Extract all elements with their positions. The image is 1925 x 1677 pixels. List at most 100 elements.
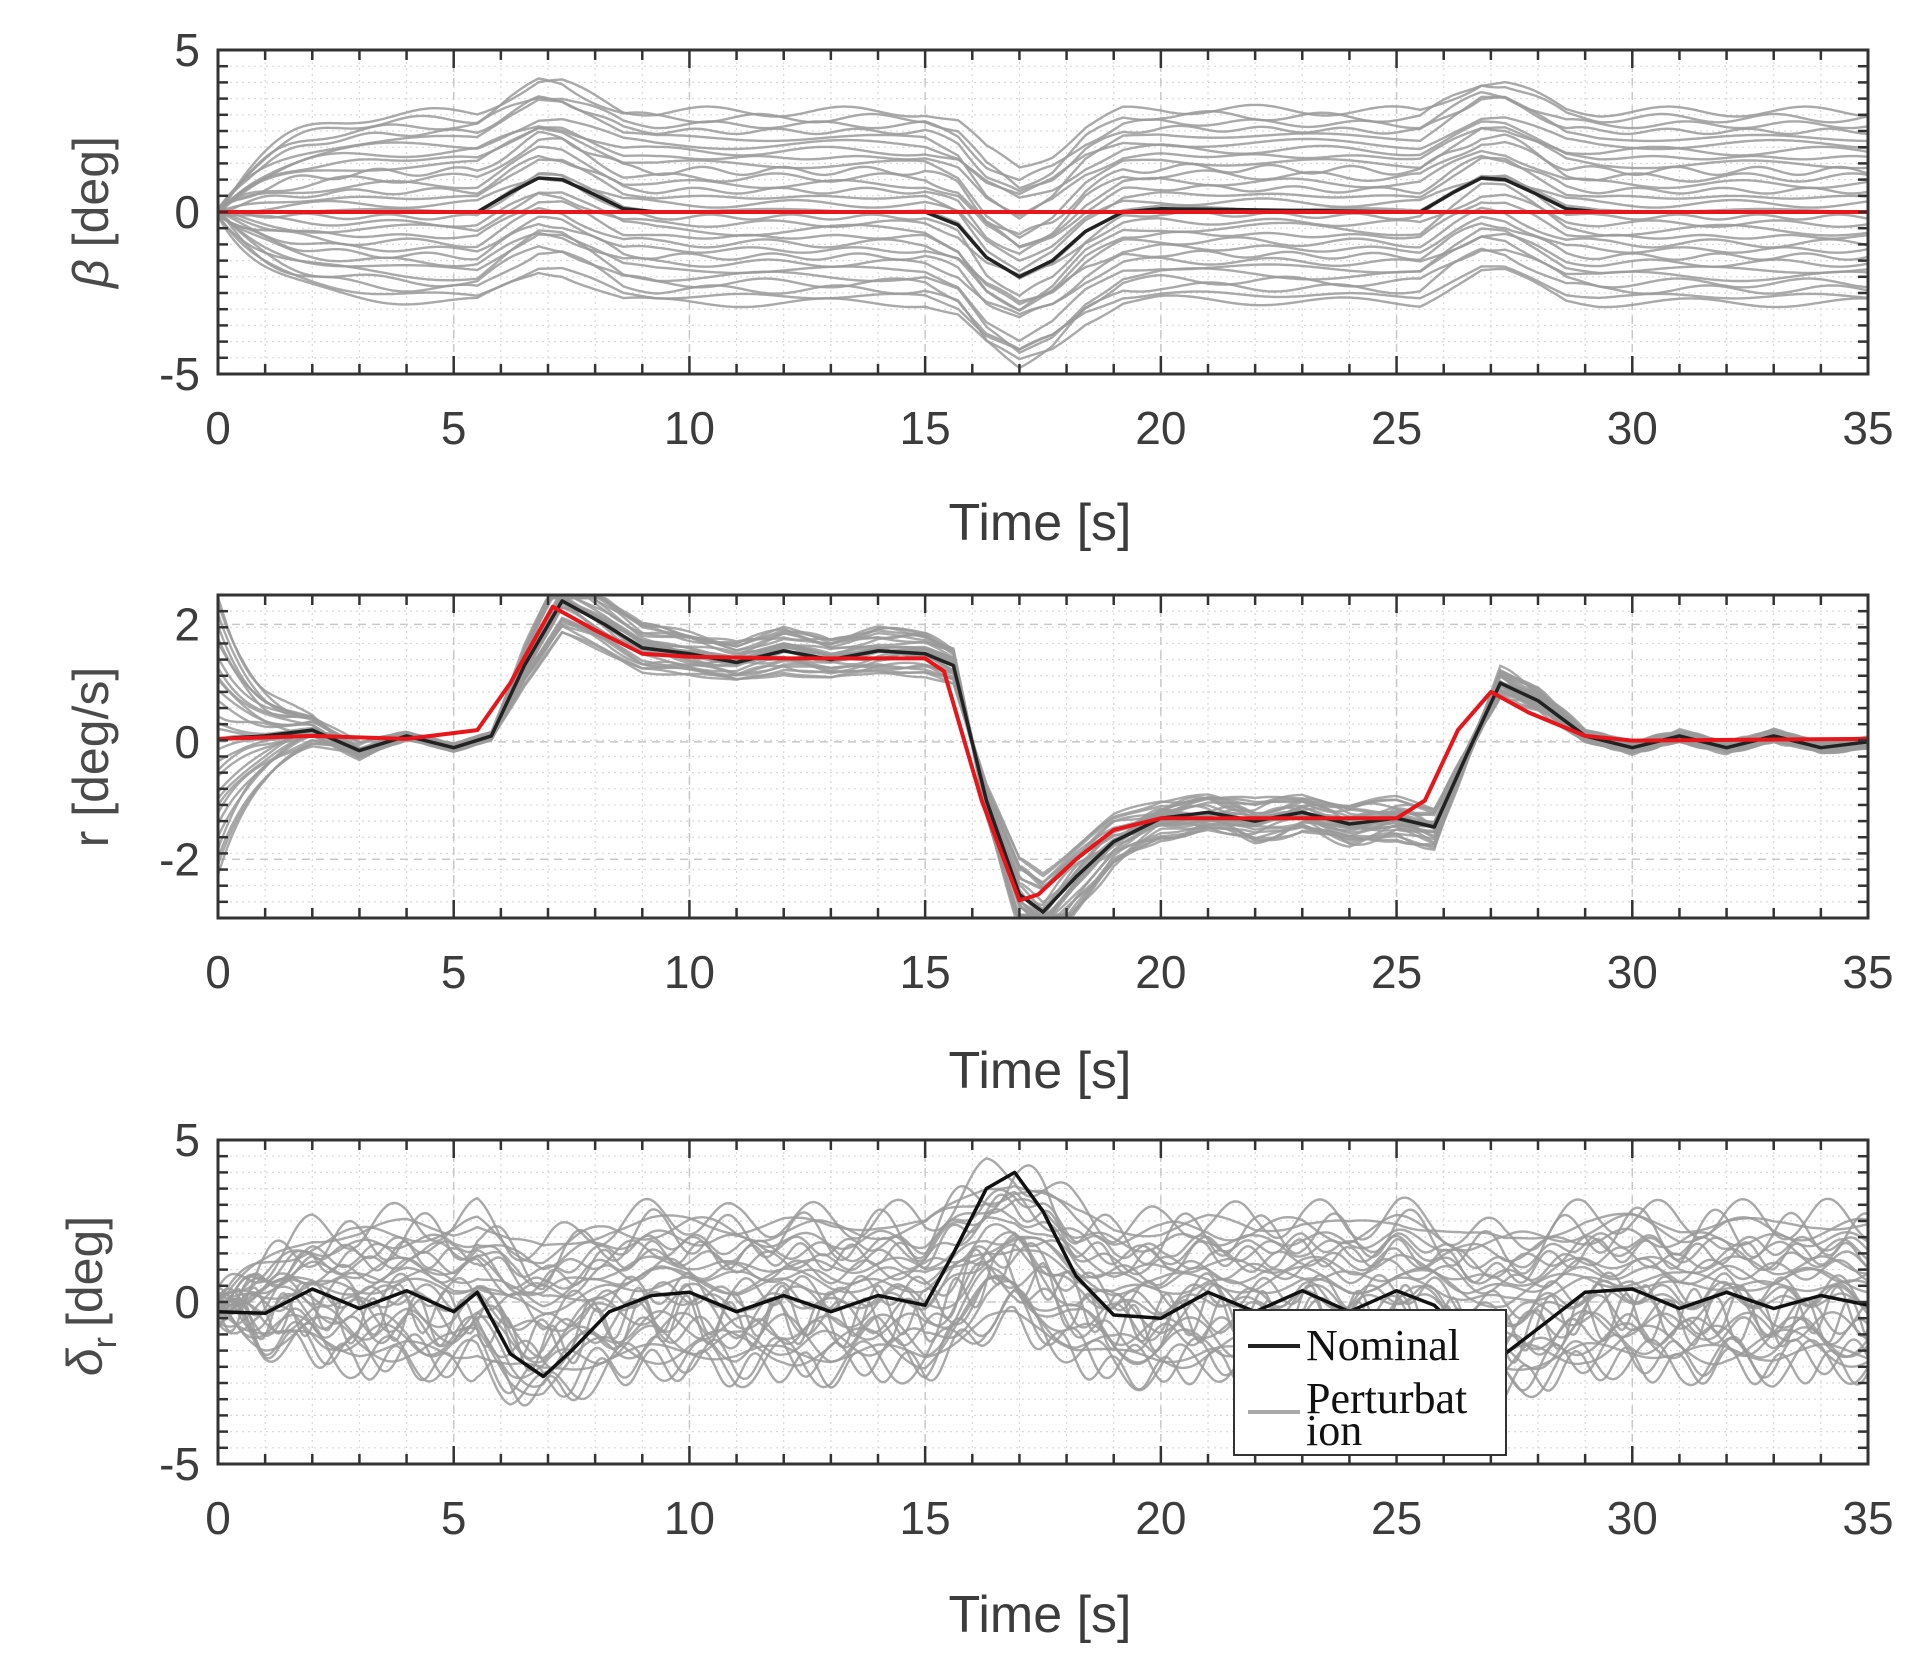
r-axes	[216, 593, 1870, 920]
delta-r-perturbation-line	[217, 1184, 1869, 1308]
delta-r-x-tick-label: 35	[1842, 1492, 1893, 1544]
beta-perturbation-line	[217, 208, 1869, 343]
delta-r-x-tick-label: 5	[441, 1492, 467, 1544]
delta-r-perturbation-line	[216, 1157, 1869, 1289]
delta-r-y-symbol: δ	[57, 1347, 113, 1376]
beta-x-tick-label: 15	[900, 402, 951, 454]
beta-perturbation-line	[216, 78, 1869, 218]
r-reference-line	[217, 604, 1869, 903]
r-y-tick-label: 2	[174, 598, 200, 650]
delta-r-perturbation-line	[217, 1276, 1869, 1370]
delta-r-perturbation-line	[217, 1249, 1870, 1372]
beta-x-tick-label: 25	[1371, 402, 1422, 454]
r-perturbation-line	[217, 624, 1869, 884]
beta-perturbation-line	[217, 154, 1869, 256]
r-x-tick-label: 0	[205, 946, 231, 998]
delta-r-x-tick-label: 10	[664, 1492, 715, 1544]
beta-perturbation-line	[217, 209, 1869, 351]
beta-x-tick-label: 5	[441, 402, 467, 454]
r-series	[217, 599, 1869, 914]
delta-r-perturbation-line	[217, 1248, 1869, 1315]
delta-r-y-unit: [deg]	[57, 1216, 113, 1327]
delta-r-tick-labels: 0 5 10 15 20 25 30 35-505	[159, 1114, 1893, 1544]
beta-axes	[216, 48, 1870, 376]
beta-perturbation-line	[217, 95, 1869, 211]
legend-nominal-label: Nominal	[1306, 1321, 1460, 1370]
r-y-tick-label: 0	[174, 716, 200, 768]
delta-r-nominal-line	[217, 1170, 1869, 1379]
r-nominal-line	[217, 599, 1869, 914]
beta-y-tick-label: 5	[174, 24, 200, 76]
r-perturbation-line	[217, 606, 1869, 904]
delta-r-x-tick-label: 15	[900, 1492, 951, 1544]
beta-perturbation-line	[217, 215, 1869, 355]
r-grid	[217, 594, 1869, 919]
beta-x-tick-label: 35	[1842, 402, 1893, 454]
r-tick-labels: 0 5 10 15 20 25 30 35 -2 0 2	[159, 598, 1893, 998]
r-x-tick-label: 10	[664, 946, 715, 998]
r-x-tick-label: 5	[441, 946, 467, 998]
legend-perturbation-label-continued: ion	[1306, 1406, 1362, 1455]
beta-perturbation-line	[217, 213, 1869, 319]
r-perturbation-line	[217, 605, 1869, 914]
delta-r-y-tick-label: 5	[174, 1114, 200, 1166]
delta-r-perturbation-line	[217, 1216, 1868, 1302]
delta-r-y-tick-label: -5	[159, 1438, 200, 1490]
beta-perturbation-lines	[216, 77, 1869, 370]
delta-r-y-subscript: r	[86, 1337, 124, 1348]
r-x-axis-label: Time [s]	[949, 1042, 1132, 1100]
r-perturbation-line	[217, 631, 1869, 878]
beta-x-tick-label: 10	[664, 402, 715, 454]
delta-r-perturbation-line	[216, 1276, 1869, 1397]
beta-series	[218, 176, 1868, 279]
r-x-tick-label: 15	[900, 946, 951, 998]
beta-x-tick-label: 0	[205, 402, 231, 454]
beta-x-tick-label: 30	[1607, 402, 1658, 454]
r-perturbation-line	[217, 621, 1869, 888]
delta-r-x-tick-label: 20	[1135, 1492, 1186, 1544]
beta-y-unit: [deg]	[63, 136, 119, 247]
r-perturbation-line	[217, 599, 1869, 911]
beta-perturbation-line	[217, 120, 1869, 216]
r-x-tick-label: 25	[1371, 946, 1422, 998]
r-x-tick-label: 20	[1135, 946, 1186, 998]
r-perturbation-line	[216, 600, 1869, 917]
delta-r-perturbation-line	[217, 1306, 1869, 1371]
r-x-tick-label: 30	[1607, 946, 1658, 998]
delta-r-x-tick-label: 30	[1607, 1492, 1658, 1544]
beta-perturbation-line	[216, 77, 1869, 212]
beta-perturbation-line	[218, 177, 1869, 262]
beta-x-axis-label: Time [s]	[949, 494, 1132, 552]
beta-perturbation-line	[217, 137, 1869, 249]
r-perturbation-line	[216, 597, 1869, 912]
delta-r-perturbation-line	[217, 1207, 1869, 1313]
r-y-axis-label: r [deg/s]	[63, 667, 119, 848]
beta-perturbation-line	[217, 95, 1868, 220]
panel-delta-r: 0 5 10 15 20 25 30 35-505 Time [s] δr[deg] Nomi…	[57, 1114, 1894, 1644]
r-x-tick-label: 35	[1842, 946, 1893, 998]
beta-y-symbol: β	[63, 259, 119, 290]
delta-r-perturbation-lines	[216, 1157, 1870, 1407]
beta-y-tick-label: 0	[174, 186, 200, 238]
beta-y-tick-label: -5	[159, 348, 200, 400]
delta-r-x-tick-label: 25	[1371, 1492, 1422, 1544]
panel-beta: 0 5 10 15 20 25 30 35-505 Time [s] β[deg]	[63, 24, 1894, 552]
beta-nominal-line	[218, 176, 1868, 279]
legend-perturbation-label: Perturbat	[1306, 1374, 1467, 1423]
panel-r: 0 5 10 15 20 25 30 35 -2 0 2 Time [s] r [deg/s]	[63, 593, 1894, 1100]
beta-y-axis-label: β [deg]	[63, 136, 119, 290]
delta-r-x-axis-label: Time [s]	[949, 1586, 1132, 1644]
delta-r-perturbation-line	[217, 1241, 1869, 1331]
delta-r-y-tick-label: 0	[174, 1276, 200, 1328]
beta-perturbation-line	[216, 90, 1869, 216]
delta-r-perturbation-line	[217, 1288, 1869, 1406]
legend-box	[1233, 1309, 1507, 1456]
beta-x-tick-label: 20	[1135, 402, 1186, 454]
delta-r-y-axis-label: δr [deg]	[57, 1216, 124, 1376]
legend: Nominal Perturbat ion	[1233, 1309, 1507, 1456]
beta-perturbation-line	[217, 182, 1869, 312]
delta-r-x-tick-label: 0	[205, 1492, 231, 1544]
beta-perturbation-line	[217, 156, 1869, 273]
delta-r-perturbation-line	[217, 1289, 1870, 1398]
